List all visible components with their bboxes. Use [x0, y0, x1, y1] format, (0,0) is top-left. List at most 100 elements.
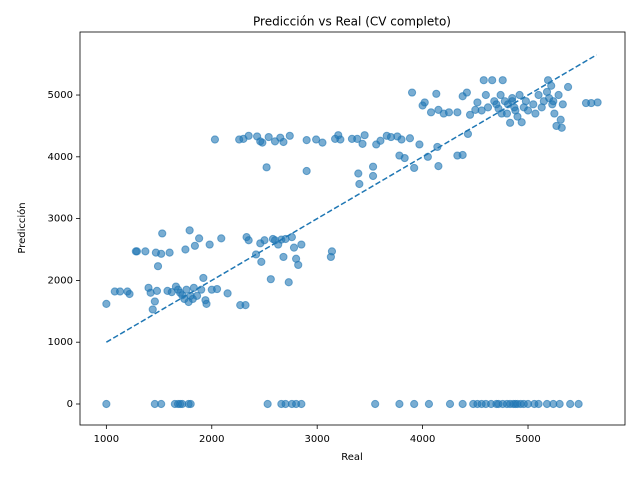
scatter-point [152, 286, 162, 296]
scatter-point [511, 106, 520, 115]
scatter-point [318, 138, 327, 147]
scatter-point [264, 132, 273, 142]
scatter-point [284, 278, 293, 287]
scatter-point [202, 299, 211, 308]
scatter-point [251, 250, 261, 259]
axes-frame [79, 31, 626, 426]
scatter-point [297, 399, 306, 409]
scatter-point [205, 240, 214, 249]
scatter-point [462, 88, 471, 97]
scatter-point [534, 399, 543, 409]
scatter-point [192, 291, 202, 300]
scatter-point [197, 285, 206, 294]
scatter-point [405, 134, 415, 143]
scatter-point [132, 247, 142, 256]
scatter-point [258, 138, 267, 147]
scatter-point [102, 299, 111, 308]
x-tick-label: 1000 [94, 434, 119, 445]
y-tick-label: 0 [67, 399, 73, 410]
scatter-point [371, 399, 380, 409]
scatter-point [125, 289, 134, 299]
scatter-point [574, 399, 583, 409]
scatter-point [354, 169, 363, 178]
scatter-point [157, 249, 166, 258]
scatter-point [289, 243, 299, 252]
scatter-point [285, 131, 294, 140]
y-axis-label: Predicción [16, 202, 28, 253]
scatter-point [453, 108, 462, 117]
scatter-point [488, 76, 497, 85]
scatter-point [368, 162, 378, 171]
scatter-point [158, 229, 167, 238]
scatter-point [182, 285, 191, 294]
x-tick-label: 4000 [410, 434, 435, 445]
scatter-point [102, 399, 111, 409]
scatter-point [410, 163, 419, 173]
scatter-point [521, 97, 531, 106]
scatter-point [554, 90, 563, 100]
y-tick-label: 5000 [48, 90, 73, 101]
y-tick-label: 4000 [48, 152, 73, 163]
scatter-point [148, 305, 157, 314]
scatter-point [465, 110, 475, 119]
scatter-point [210, 135, 220, 144]
y-tick-label: 2000 [48, 275, 73, 286]
scatter-point [531, 109, 540, 118]
scatter-point [517, 118, 526, 127]
scatter-point [410, 399, 419, 409]
x-tick-label: 3000 [304, 434, 329, 445]
scatter-point [534, 90, 543, 100]
scatter-point [217, 234, 226, 243]
y-tick-label: 1000 [48, 337, 73, 348]
scatter-point [498, 76, 507, 85]
scatter-point [279, 252, 288, 262]
scatter-point [262, 163, 271, 172]
scatter-point [186, 399, 195, 409]
scatter-point [557, 123, 566, 132]
scatter-point [241, 301, 250, 310]
scatter-point [397, 135, 406, 144]
scatter-point [458, 150, 467, 160]
scatter-point [279, 137, 288, 147]
scatter-point [294, 260, 303, 270]
scatter-point [302, 166, 311, 176]
scatter-point [297, 240, 306, 249]
scatter-point [189, 283, 198, 292]
scatter-point [458, 399, 467, 409]
scatter-point [400, 153, 409, 163]
scatter-point [368, 171, 378, 181]
scatter-point [563, 82, 573, 92]
scatter-point [244, 131, 253, 140]
scatter-point [505, 118, 515, 127]
scatter-point [593, 98, 602, 107]
scatter-point [358, 139, 367, 148]
scatter-point [244, 236, 253, 245]
scatter-point [424, 399, 434, 409]
scatter-point [483, 103, 493, 112]
scatter-point [185, 226, 194, 235]
scatter-point [529, 100, 538, 109]
scatter-point [477, 106, 486, 115]
scatter-point [407, 88, 417, 97]
scatter-point [195, 234, 204, 243]
chart-title: Predicción vs Real (CV completo) [253, 15, 451, 29]
scatter-point [181, 245, 190, 254]
plot-area [102, 54, 602, 409]
scatter-point [515, 90, 524, 100]
scatter-point [141, 247, 150, 256]
scatter-point [550, 109, 559, 118]
scatter-point [199, 273, 208, 283]
scatter-point [426, 108, 436, 117]
scatter-point [257, 257, 266, 266]
reference-line [105, 54, 597, 343]
scatter-point [481, 90, 490, 100]
scatter-point [434, 161, 443, 171]
y-tick-label: 3000 [48, 214, 73, 225]
scatter-point [558, 100, 567, 109]
scatter-point [312, 135, 321, 144]
scatter-point [376, 136, 385, 145]
scatter-point [395, 399, 404, 409]
scatter-point [432, 89, 441, 98]
x-tick-label: 5000 [515, 434, 540, 445]
